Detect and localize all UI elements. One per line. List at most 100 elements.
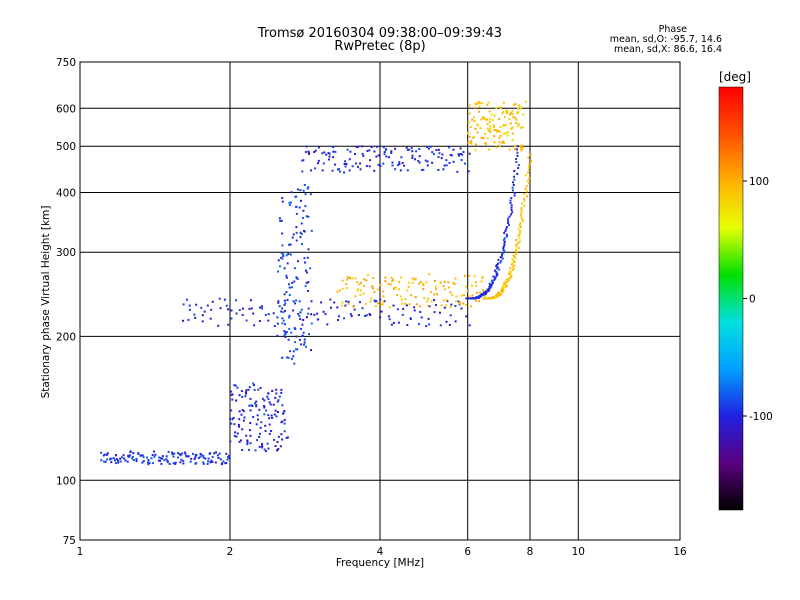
data-point [345,300,348,303]
data-point [499,256,502,259]
data-point [513,148,516,151]
data-point [325,153,328,156]
data-point [519,231,522,234]
data-point [480,280,483,283]
data-point [407,281,410,284]
data-point [179,454,182,457]
data-point [124,459,127,462]
data-point [231,418,234,421]
data-point [432,153,435,156]
y-tick-label: 100 [56,475,76,487]
data-point [160,462,163,465]
data-point [489,118,492,121]
data-point [379,165,382,167]
data-point [119,460,122,463]
data-point [253,388,256,391]
data-point [383,153,386,156]
data-point [259,306,261,309]
data-point [503,242,506,245]
data-point [217,457,220,459]
data-point [219,458,222,461]
data-point [122,454,125,457]
data-point [511,189,514,192]
data-point [298,300,301,303]
data-point [503,250,506,253]
data-point [142,460,145,463]
data-point [187,455,190,458]
data-point [452,160,455,163]
data-point [269,403,272,406]
data-point [347,300,350,303]
data-point [426,160,429,163]
data-point [239,439,242,442]
data-point [474,143,477,146]
data-point [281,307,284,310]
data-point [353,308,356,311]
data-point [521,218,524,221]
data-point [221,462,224,465]
data-point [454,320,457,323]
data-point [468,297,471,300]
data-point [322,310,325,313]
data-point [309,193,312,196]
data-point [357,145,360,148]
data-point [460,159,463,161]
data-point [128,454,131,457]
data-point [442,285,445,288]
data-point [292,233,295,236]
data-point [281,356,284,359]
data-point [338,289,341,292]
data-point [515,118,518,121]
data-point [524,174,527,177]
data-point [299,318,302,321]
data-point [382,146,385,149]
data-point [295,299,298,302]
data-point [449,314,452,317]
data-point [467,170,470,173]
data-point [411,157,414,159]
data-point [489,284,491,286]
data-point [404,302,407,305]
data-point [408,148,410,151]
data-point [284,333,287,336]
data-point [202,456,205,459]
data-point [346,278,349,281]
data-point [245,389,248,392]
data-point [510,112,513,115]
data-point [237,423,240,426]
data-point [422,288,425,291]
data-point [472,297,475,300]
data-point [512,268,515,270]
axis-ticks: 1 2 4 6 8 10 16 75 100 200 300 400 500 600 750 [56,57,687,558]
data-point [180,458,183,461]
data-point [292,300,295,303]
data-point [382,162,385,165]
data-point [469,126,472,128]
data-point [290,331,293,334]
data-point [465,297,468,300]
data-point [519,144,522,147]
data-point [411,154,414,157]
data-point [510,197,513,199]
data-point [258,320,261,322]
data-point [352,305,355,308]
data-point [488,282,491,285]
data-point [195,453,198,456]
data-point [397,321,400,324]
data-point [431,151,434,154]
data-point [288,286,291,289]
data-point [153,455,156,458]
data-point [511,139,514,142]
data-point [418,155,421,158]
data-point [488,110,491,113]
data-point [186,455,189,458]
data-point [480,118,483,121]
data-point [488,129,490,132]
data-point [466,297,469,300]
data-point [202,461,205,464]
data-point [462,151,465,153]
data-point [295,335,298,338]
data-point [227,456,229,458]
data-point [479,127,482,130]
data-point [515,158,517,160]
